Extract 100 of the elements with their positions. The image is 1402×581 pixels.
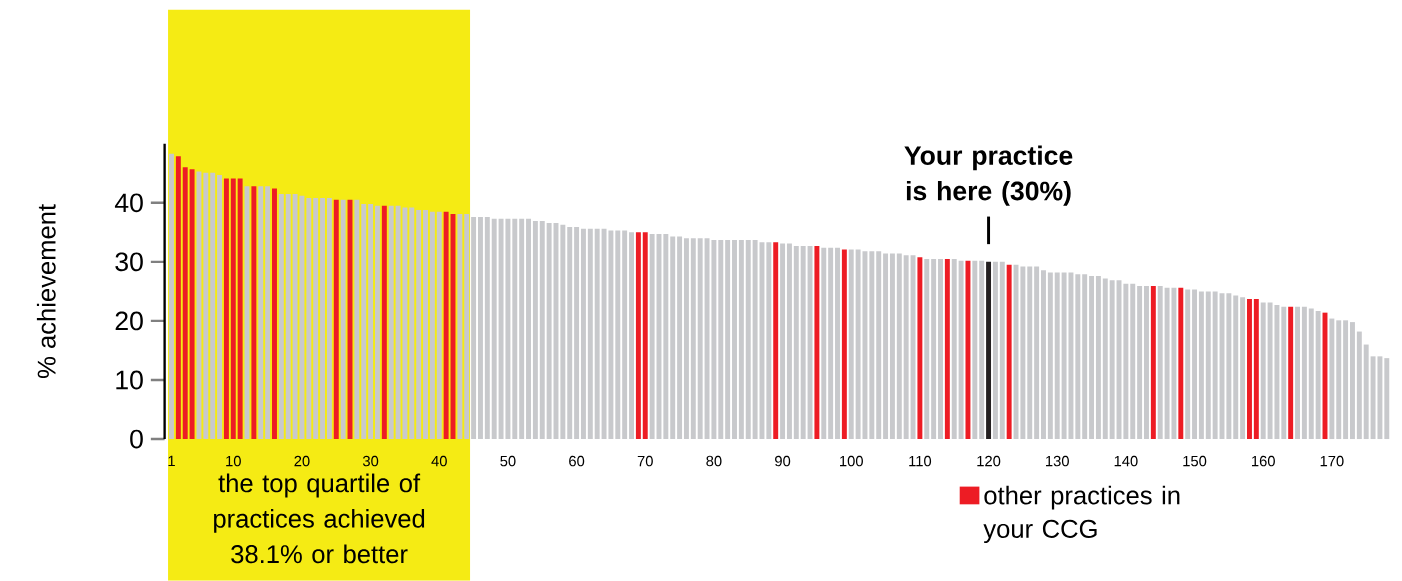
bar: [1047, 272, 1053, 440]
bar: [841, 249, 847, 440]
bar: [793, 246, 799, 440]
bar: [416, 209, 422, 440]
bar: [958, 260, 964, 440]
bar: [574, 227, 580, 440]
bar: [1041, 270, 1046, 440]
bar: [876, 251, 882, 440]
bar: [381, 205, 387, 440]
bar: [1198, 291, 1204, 440]
bar: [526, 218, 531, 440]
bar: [477, 217, 483, 440]
bar: [580, 228, 586, 440]
bar: [1260, 302, 1266, 440]
x-tick-label: 170: [1320, 455, 1344, 467]
y-tick-label: 10: [116, 370, 143, 390]
bar: [471, 217, 477, 440]
bar: [429, 211, 435, 440]
bar: [1185, 289, 1191, 440]
bar: [546, 222, 552, 440]
bar: [896, 253, 902, 440]
bar: [560, 224, 566, 440]
bar: [1123, 283, 1129, 440]
bar: [979, 260, 985, 440]
bar: [313, 198, 319, 440]
bar: [677, 236, 683, 440]
bar: [1144, 286, 1149, 440]
bar: [1137, 286, 1143, 440]
bar: [635, 232, 641, 440]
bar: [1150, 286, 1156, 440]
x-tick-label: 120: [977, 455, 1001, 467]
bar: [175, 156, 181, 440]
bar: [752, 240, 758, 440]
bar: [649, 234, 655, 440]
y-tick-label: 20: [115, 311, 143, 331]
bar: [629, 232, 634, 440]
bar: [409, 207, 415, 440]
bar: [622, 230, 628, 440]
bar: [1075, 274, 1081, 440]
annotation: Your practice is here (30%): [904, 145, 1073, 206]
bar: [1336, 320, 1342, 440]
bar: [683, 238, 689, 440]
bar: [1288, 306, 1294, 440]
bar: [663, 234, 669, 440]
bar: [1089, 276, 1095, 440]
bar: [1020, 266, 1026, 440]
bar: [814, 246, 820, 440]
bar: [1308, 308, 1314, 440]
bar: [835, 247, 840, 440]
x-tick-label: 70: [637, 455, 653, 467]
bar: [1295, 306, 1301, 440]
bar: [883, 253, 889, 440]
bar: [992, 261, 998, 440]
bar: [1226, 293, 1232, 440]
bar: [594, 228, 600, 440]
bar: [306, 198, 312, 440]
bar: [491, 218, 497, 440]
bar: [464, 214, 470, 440]
bar: [738, 240, 744, 440]
x-tick-label: 40: [431, 455, 447, 467]
bar: [443, 211, 449, 440]
bar: [340, 199, 346, 440]
bar: [333, 199, 339, 440]
bar: [1384, 358, 1390, 440]
bar: [1253, 299, 1259, 440]
bar: [587, 228, 593, 440]
bar: [1349, 322, 1355, 440]
bar: [512, 218, 518, 440]
x-tick-label: 140: [1114, 455, 1138, 467]
bar: [1315, 310, 1321, 440]
bar: [615, 230, 621, 440]
bar: [951, 259, 957, 440]
x-tick-label: 110: [909, 455, 932, 467]
bar: [182, 167, 188, 440]
bar: [1205, 291, 1211, 440]
bar: [265, 186, 271, 440]
bar: [457, 214, 463, 440]
bar: [725, 240, 731, 440]
x-tick-label: 50: [500, 455, 516, 467]
bar: [986, 261, 992, 440]
bar: [773, 242, 779, 440]
bar: [169, 153, 174, 440]
bar: [670, 236, 676, 440]
bar: [924, 259, 930, 440]
bar: [1095, 276, 1101, 440]
bar: [1027, 266, 1033, 440]
bar: [807, 246, 813, 440]
bar: [821, 247, 827, 440]
bar: [368, 204, 374, 440]
y-tick-label: 0: [130, 429, 143, 449]
y-tick-label: 30: [115, 252, 143, 272]
y-tick-label: 40: [114, 193, 143, 213]
bar: [786, 243, 792, 440]
bar: [938, 259, 943, 440]
bar: [196, 171, 202, 440]
bar: [189, 169, 195, 440]
bar: [828, 247, 834, 440]
bar: [484, 217, 490, 440]
bar: [931, 259, 937, 440]
bar: [889, 253, 895, 440]
